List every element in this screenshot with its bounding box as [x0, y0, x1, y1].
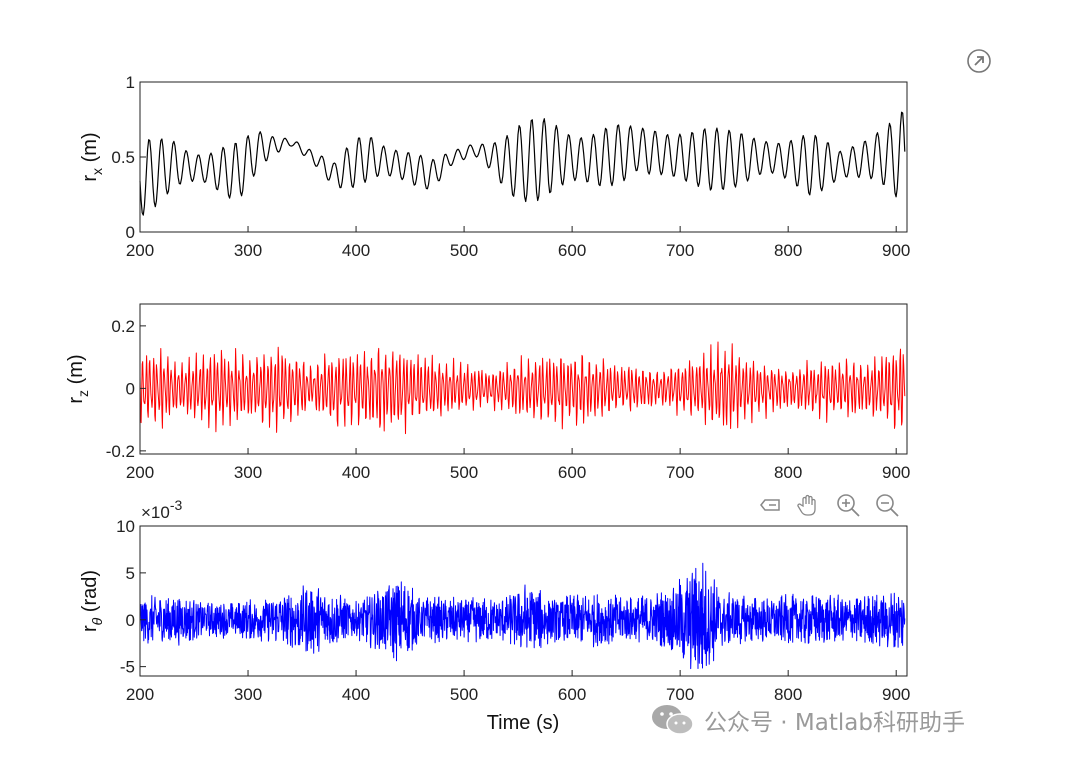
y-tick-label: 5 — [126, 564, 135, 583]
restore-view-icon[interactable] — [757, 492, 783, 518]
export-arrow-icon[interactable] — [965, 47, 993, 75]
y-tick-label: 10 — [116, 517, 135, 536]
x-tick-label: 400 — [342, 463, 370, 482]
x-tick-label: 500 — [450, 685, 478, 704]
rtheta-exponent-label: ×10-3 — [141, 497, 183, 522]
x-tick-label: 400 — [342, 685, 370, 704]
y-tick-label: 0.2 — [111, 317, 135, 336]
rz-yticks: -0.2 0 0.2 — [106, 317, 146, 461]
rt-series-polyline — [139, 562, 906, 670]
rx-ylabel-main: r — [79, 175, 101, 182]
x-tick-label: 200 — [126, 463, 154, 482]
rtheta-plot-area — [139, 562, 906, 670]
rtheta-ylabel-unit-text: (rad) — [79, 570, 101, 612]
rz-plot-area — [139, 341, 906, 435]
x-tick-label: 300 — [234, 241, 262, 260]
x-tick-label: 700 — [666, 463, 694, 482]
x-tick-label: 400 — [342, 241, 370, 260]
zoom-in-icon[interactable] — [835, 492, 861, 518]
rz-ylabel-main: r — [65, 397, 87, 404]
rz-ylabel-sub: z — [75, 390, 91, 397]
x-tick-label: 900 — [882, 685, 910, 704]
rz-axes-box — [139, 303, 908, 455]
x-tick-label: 200 — [126, 685, 154, 704]
rz-series-line — [139, 341, 906, 435]
x-tick-label: 900 — [882, 241, 910, 260]
watermark: 公众号 · Matlab科研助手 — [648, 700, 965, 740]
x-tick-label: 300 — [234, 463, 262, 482]
rx-xticks: 200 300 400 500 600 700 800 900 — [126, 226, 910, 260]
zoom-out-icon[interactable] — [874, 492, 900, 518]
rz-ylabel-unit-text: (m) — [65, 354, 87, 384]
x-tick-label: 500 — [450, 463, 478, 482]
x-tick-label: 200 — [126, 241, 154, 260]
time-xlabel: Time (s) — [487, 712, 560, 734]
rx-series-polyline — [139, 111, 906, 216]
x-tick-label: 900 — [882, 463, 910, 482]
x-tick-label: 700 — [666, 241, 694, 260]
panel-rz: 200 300 400 500 600 700 800 900 -0.2 0 0.2 rz (m) — [65, 303, 910, 482]
panel-rx: 200 300 400 500 600 700 800 900 00.51 rx (m) — [79, 73, 910, 260]
panel-rtheta: 200 300 400 500 600 700 800 900 -5 0 5 10 ×10-3 rθ… — [79, 497, 910, 734]
rx-ylabel-unit-text: (m) — [79, 132, 101, 162]
rx-series-line — [139, 111, 906, 216]
rx-ylabel-sub: x — [89, 168, 105, 175]
rx-ylabel: rx (m) — [79, 132, 105, 181]
y-tick-label: 0 — [126, 611, 135, 630]
x-tick-label: 600 — [558, 463, 586, 482]
y-tick-label: 1 — [126, 73, 135, 92]
y-tick-label: 0 — [126, 379, 135, 398]
y-tick-label: 0.5 — [111, 148, 135, 167]
x-tick-label: 700 — [666, 685, 694, 704]
x-tick-label: 800 — [774, 241, 802, 260]
x-tick-label: 300 — [234, 685, 262, 704]
rtheta-series-line — [139, 562, 906, 670]
rx-plot-area — [139, 111, 906, 216]
x-tick-label: 600 — [558, 685, 586, 704]
rtheta-ylabel-main: r — [79, 625, 101, 632]
rtheta-yticks: -5 0 5 10 — [116, 517, 146, 677]
y-tick-label: 0 — [126, 223, 135, 242]
x-tick-label: 800 — [774, 685, 802, 704]
y-tick-label: -0.2 — [106, 442, 135, 461]
rx-yticks: 00.51 — [111, 73, 146, 242]
y-tick-label: -5 — [120, 658, 135, 677]
rx-axes-box — [139, 81, 908, 233]
x-tick-label: 500 — [450, 241, 478, 260]
rtheta-ylabel: rθ (rad) — [79, 570, 105, 632]
rtheta-xticks: 200 300 400 500 600 700 800 900 — [126, 670, 910, 704]
pan-hand-icon[interactable] — [795, 492, 821, 518]
wechat-icon — [652, 705, 694, 735]
watermark-text: 公众号 · Matlab科研助手 — [704, 710, 965, 736]
rz-ylabel: rz (m) — [65, 354, 91, 403]
rz-xticks: 200 300 400 500 600 700 800 900 — [126, 448, 910, 482]
rz-series-polyline — [139, 341, 906, 435]
x-tick-label: 800 — [774, 463, 802, 482]
rtheta-axes-box — [139, 525, 908, 677]
x-tick-label: 600 — [558, 241, 586, 260]
rtheta-ylabel-sub: θ — [89, 617, 105, 625]
